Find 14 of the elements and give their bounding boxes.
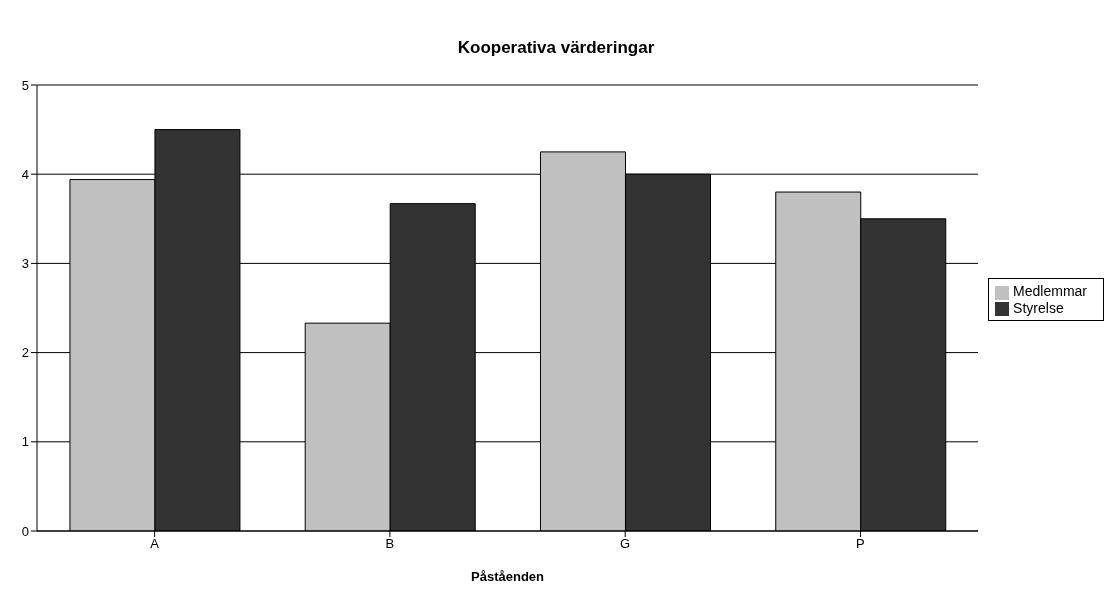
y-tick-label: 3 — [21, 256, 29, 272]
x-tick-label: P — [856, 536, 865, 552]
legend-label: Medlemmar — [1013, 283, 1087, 300]
x-axis-title: Påståenden — [471, 569, 545, 584]
chart-title: Kooperativa värderingar — [456, 38, 656, 57]
y-tick-label: 4 — [21, 166, 29, 182]
y-tick-label: 5 — [21, 77, 29, 93]
y-tick-label: 2 — [21, 345, 29, 361]
x-tick-label: A — [150, 536, 160, 552]
legend-label: Styrelse — [1013, 299, 1064, 316]
y-tick-label: 0 — [21, 523, 29, 539]
x-tick-label: G — [620, 536, 631, 552]
x-tick-label: B — [385, 536, 395, 552]
y-tick-label: 1 — [21, 434, 29, 450]
